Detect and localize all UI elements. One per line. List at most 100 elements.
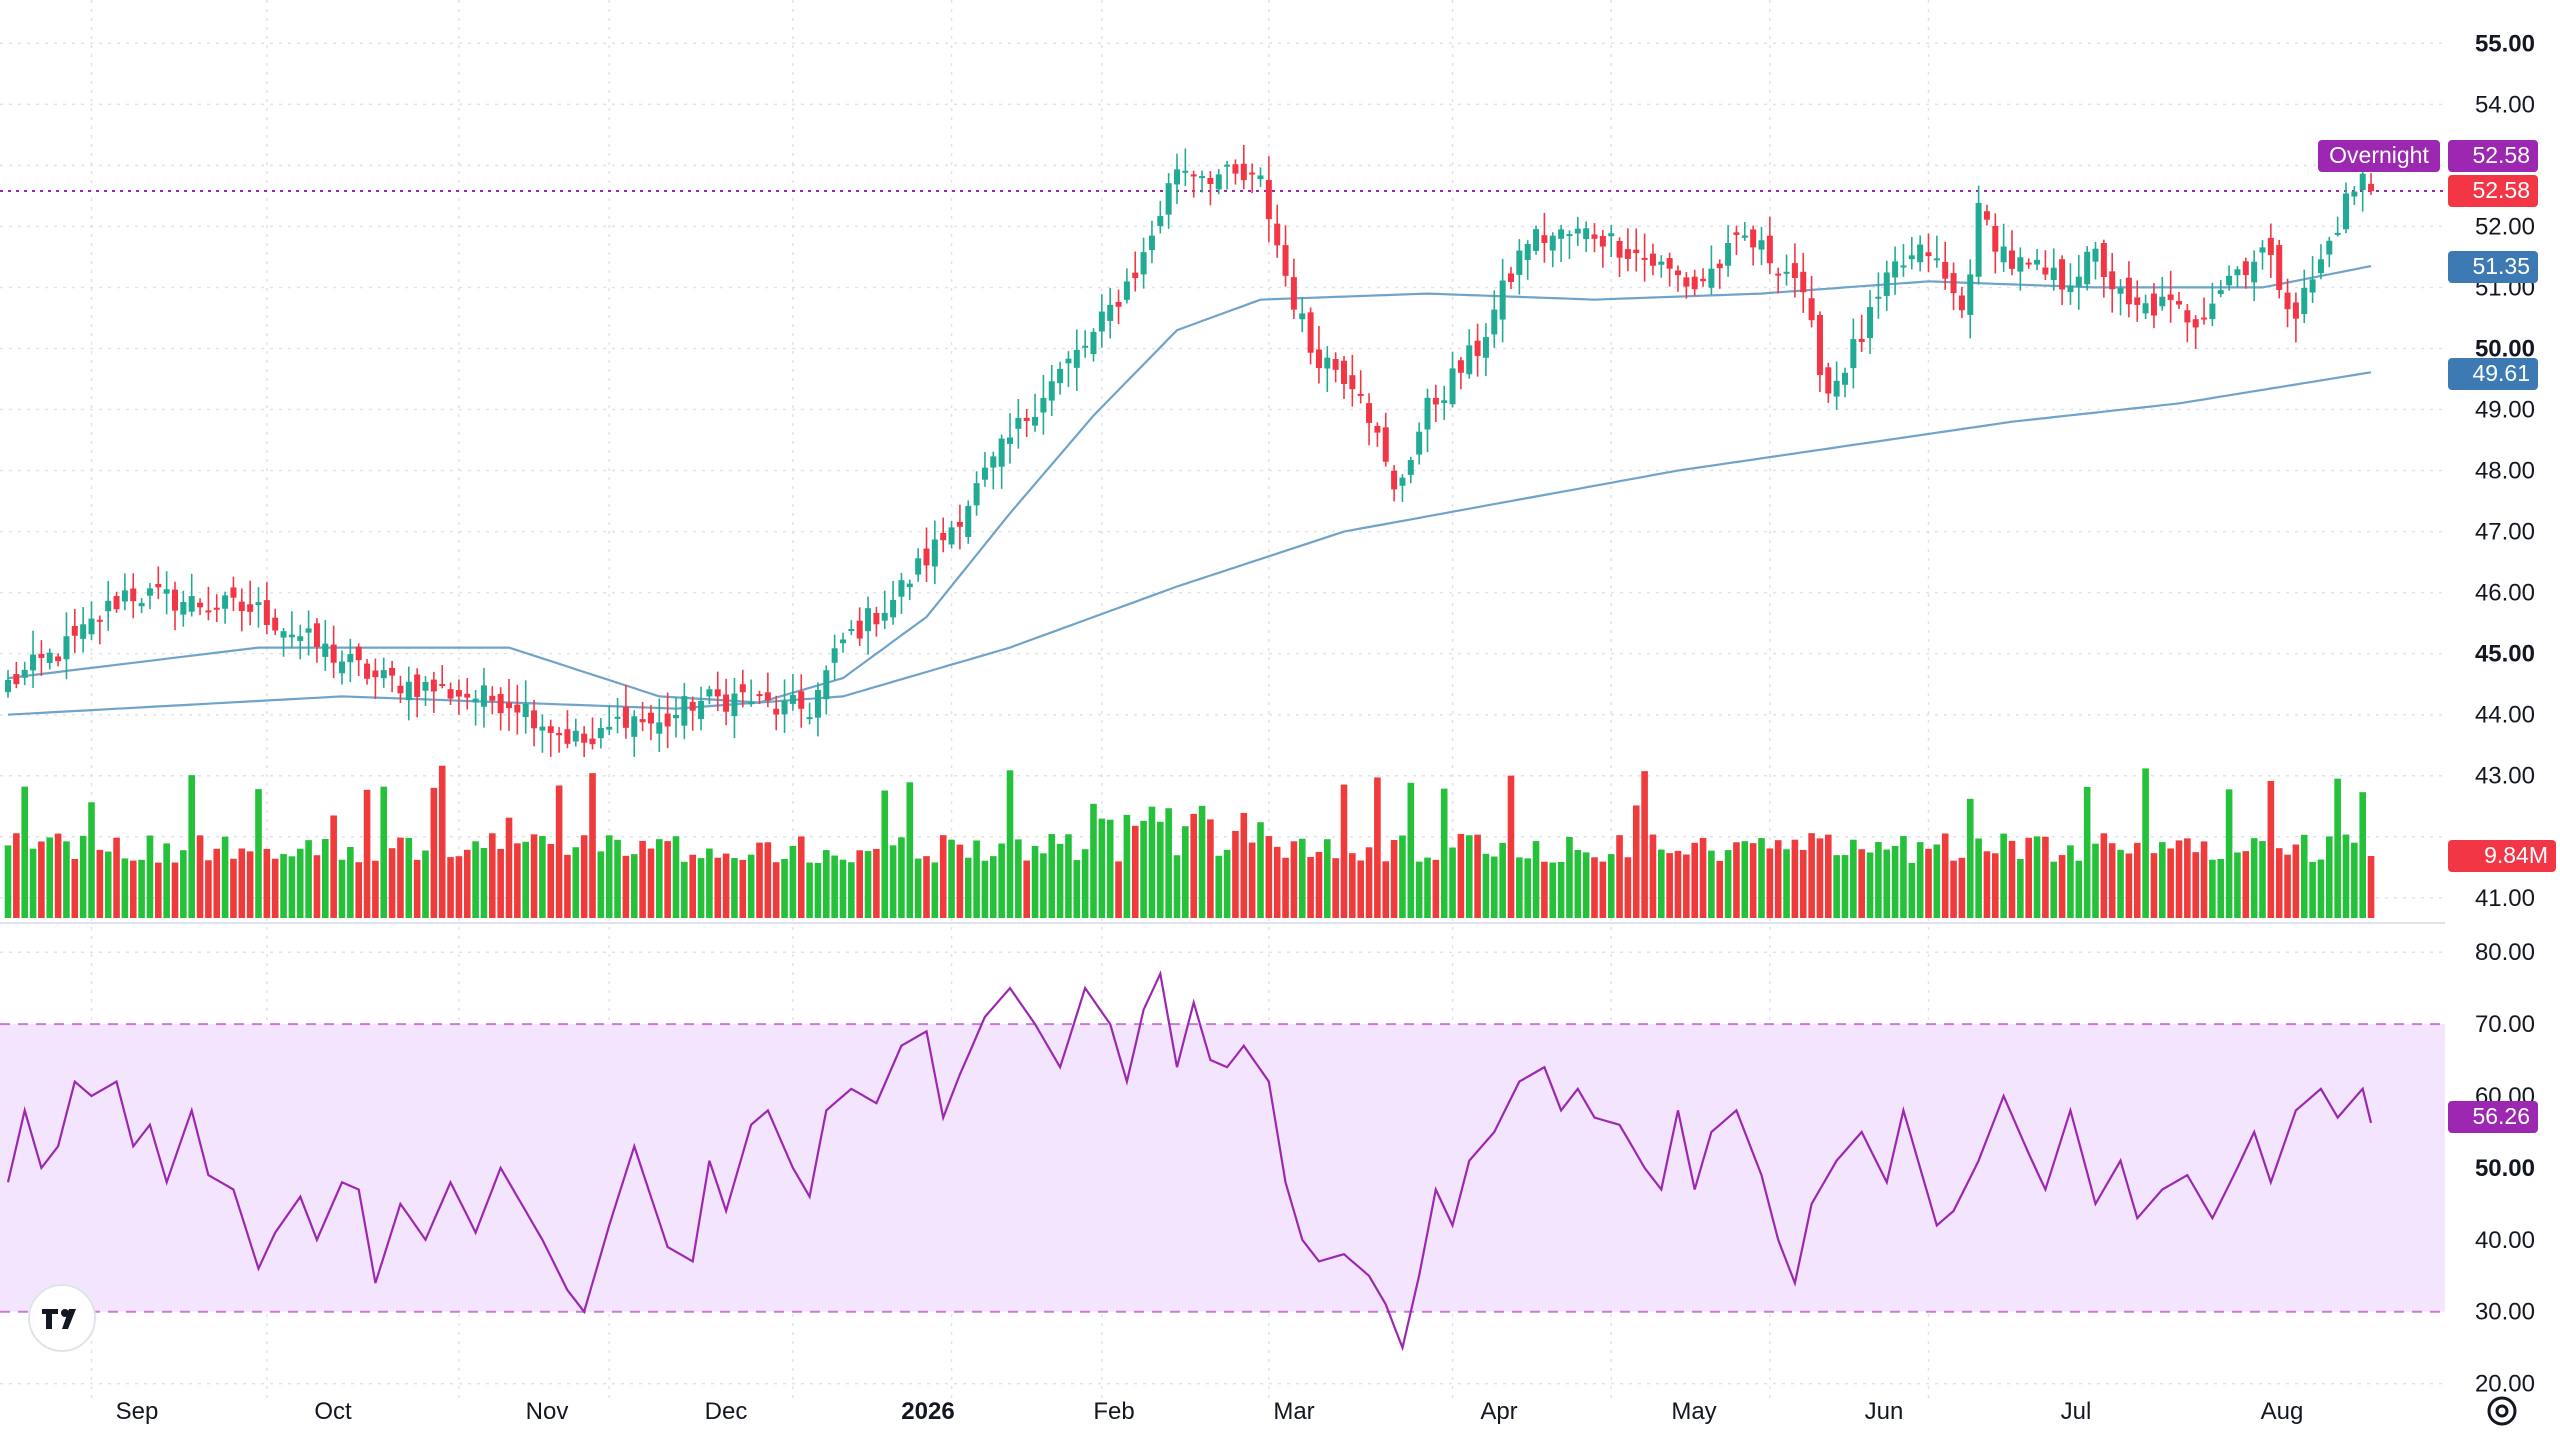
candle-body [389,667,396,676]
candle-body [1800,271,1807,293]
candle-body [756,694,763,697]
volume-bar [1841,855,1849,918]
price-tick-label: 55.00 [2475,30,2535,57]
volume-bar [305,840,312,918]
candle-body [1833,380,1840,397]
candle-body [1591,234,1598,239]
candle-body [631,716,638,737]
volume-bar [714,857,722,918]
candle-body [1675,270,1681,276]
candle-body [255,602,262,605]
time-axis-label: Aug [2261,1398,2304,1425]
volume-bar [405,837,413,918]
volume-bar [1541,861,1548,918]
volume-bar [322,839,329,918]
rsi-series [6,970,2373,1352]
volume-bar [2050,861,2058,918]
candle-body [2276,245,2283,290]
candle-body [80,624,87,639]
candle-body [2192,319,2199,328]
volume-bar [630,854,638,918]
candle-body [1766,235,1773,264]
candle-body [464,693,471,698]
volume-bar [1298,838,1306,918]
candle-body [455,690,462,697]
volume-bar [1407,782,1415,918]
volume-bar [96,849,104,918]
price-tick-label: 54.00 [2475,91,2535,118]
candle-body [1775,273,1782,276]
volume-bar [806,862,813,918]
volume-bar [1933,844,1941,918]
candle-body [1382,427,1389,462]
price-axis[interactable]: 55.0054.0052.0051.0050.0049.0048.0047.00… [2475,30,2535,911]
volume-bar [1741,841,1749,918]
volume-bar [355,862,362,918]
candle-body [1257,175,1264,180]
volume-bar [246,851,254,918]
time-axis[interactable]: Sep Oct Nov Dec 2026 Feb Mar Apr May Jun Jul Aug [116,1398,2304,1425]
tradingview-logo[interactable] [28,1284,96,1352]
candle-body [539,726,546,731]
candle-body [2217,290,2224,294]
volume-bar [973,840,980,918]
candle-body [2343,193,2349,230]
candle-body [2184,310,2191,323]
candle-body [1791,263,1798,279]
volume-bar [71,858,79,918]
candle-body [1658,261,1665,265]
volume-bar [1415,861,1423,918]
candle-body [2326,240,2333,255]
volume-bar [2000,833,2007,918]
volume-bar [639,840,646,918]
volume-bar [2317,859,2325,918]
candlesticks[interactable] [5,145,2375,758]
candle-body [1858,338,1865,342]
candle-body [1224,164,1231,167]
time-axis-label: Oct [314,1398,352,1425]
volume-bar [1248,842,1256,918]
volume-bar [2351,842,2358,918]
candle-body [105,600,112,612]
volume-bar [1691,842,1698,918]
volume-bar [1240,812,1248,918]
candle-body [764,692,771,701]
candle-body [965,505,972,537]
settings-gear-icon[interactable] [2487,1396,2517,1426]
candle-body [1416,431,1423,455]
volume-bar [88,802,95,918]
candle-body [339,661,345,674]
rsi-value-tag-bg [2448,1101,2538,1133]
volume-bar [1900,836,1907,918]
volume-bars [4,765,2375,918]
candle-body [1357,393,1364,396]
volume-bar [1332,858,1339,918]
volume-bar [1182,826,1189,918]
volume-bar [1399,835,1406,918]
volume-bar [1307,857,1314,918]
volume-bar [1015,839,1022,918]
candle-body [1307,312,1314,353]
candle-body [1983,211,1990,220]
candle-body [865,608,872,632]
candle-body [973,483,980,506]
volume-bar [1658,849,1665,918]
candle-body [2368,183,2375,192]
candle-body [397,685,404,694]
volume-bar [622,855,630,918]
volume-bar [823,850,830,918]
volume-bar [2250,838,2258,918]
candle-body [689,701,696,711]
volume-bar [1223,849,1231,918]
volume-bar [1115,861,1122,918]
candle-body [639,719,646,723]
candle-body [814,689,821,718]
price-tick-label: 46.00 [2475,580,2535,607]
volume-bar [931,862,939,918]
volume-bar [2342,834,2350,918]
candle-body [1240,163,1247,181]
volume-bar [413,859,421,918]
